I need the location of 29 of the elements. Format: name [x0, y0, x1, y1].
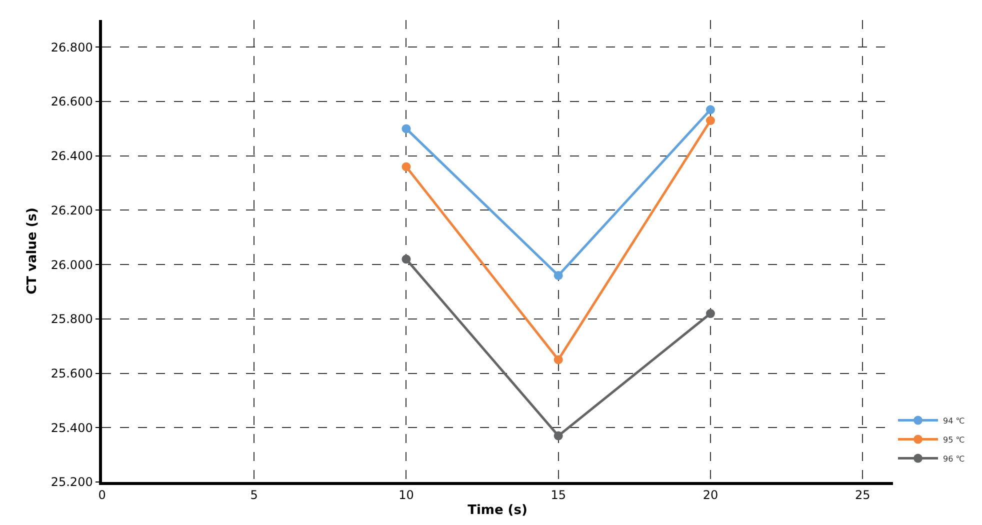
point: [554, 431, 563, 440]
y-tick-label: 26.800: [50, 40, 93, 54]
x-tick-label: 25: [854, 488, 870, 502]
point: [554, 355, 563, 364]
y-tick-label: 25.200: [50, 475, 93, 490]
y-tick-label: 25.600: [50, 366, 93, 380]
y-tick-label: 25.400: [50, 420, 93, 435]
y-tick-label: 26.400: [50, 149, 93, 164]
point: [706, 309, 715, 318]
x-tick-label: 15: [550, 488, 566, 502]
y-axis-title: CT value (s): [24, 208, 40, 294]
y-tick-label: 26.600: [50, 94, 93, 109]
point: [402, 162, 411, 172]
point: [402, 124, 411, 134]
x-axis-title: Time (s): [468, 502, 528, 518]
x-tick-label: 0: [98, 488, 106, 502]
point: [554, 270, 563, 280]
point: [402, 254, 411, 264]
legend-label: 94 ℃: [943, 416, 965, 426]
y-tick-label: 25.800: [50, 312, 93, 326]
legend-label: 96 ℃: [943, 454, 965, 464]
legend-label: 95 ℃: [943, 435, 965, 444]
y-tick-label: 26.000: [50, 258, 93, 272]
x-tick-label: 10: [398, 488, 414, 502]
x-tick-label: 5: [250, 488, 258, 502]
point: [706, 105, 715, 114]
x-tick-label: 20: [702, 488, 718, 502]
point: [706, 116, 715, 126]
y-tick-label: 26.200: [50, 203, 93, 218]
